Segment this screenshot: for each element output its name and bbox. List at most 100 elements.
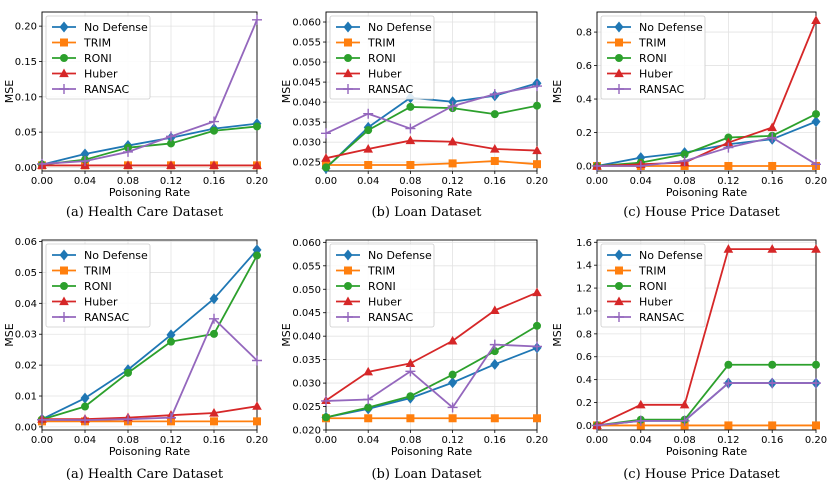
- y-tick-label: 0.2: [576, 398, 592, 409]
- x-tick-label: 0.16: [761, 176, 783, 187]
- x-tick-label: 0.12: [441, 176, 463, 187]
- series-trim: [322, 414, 541, 423]
- legend-label: RONI: [84, 280, 112, 293]
- panel-caption: (c) House Price Dataset: [623, 205, 780, 220]
- legend-label: No Defense: [368, 249, 432, 262]
- legend-marker: [343, 84, 353, 94]
- series-line-huber: [596, 20, 817, 167]
- data-point-ransac: [405, 123, 416, 134]
- data-point-no-defense: [80, 392, 90, 404]
- series-line-roni: [596, 363, 816, 427]
- legend-marker: [344, 38, 352, 47]
- legend-label: No Defense: [368, 21, 432, 34]
- legend: No Defense TRIM RONI Huber RANSAC: [45, 243, 151, 328]
- legend-box: [600, 243, 706, 328]
- series-ransac: [37, 313, 262, 426]
- data-point-ransac: [532, 81, 542, 92]
- x-tick-label: 0.04: [74, 176, 96, 187]
- data-point-ransac: [811, 378, 821, 389]
- y-tick-label: 1.6: [576, 238, 592, 249]
- legend-marker: [343, 68, 353, 78]
- legend-box: [329, 15, 435, 100]
- data-point-roni: [812, 110, 820, 119]
- series-roni: [593, 360, 820, 430]
- y-tick-label: 0.02: [15, 361, 37, 372]
- y-tick-label: 0.4: [576, 95, 592, 106]
- y-tick-label: 0.030: [292, 138, 321, 149]
- data-point-no-defense: [166, 329, 176, 341]
- x-tick-label: 0.16: [761, 435, 783, 446]
- legend-marker: [59, 249, 69, 261]
- x-tick-label: 0.12: [160, 176, 182, 187]
- y-tick-label: 0.040: [292, 332, 321, 343]
- y-tick-label: 0.00: [15, 163, 37, 174]
- x-tick-label: 0.00: [31, 435, 53, 446]
- plot-frame: [596, 239, 817, 431]
- legend: No Defense TRIM RONI Huber RANSAC: [329, 15, 435, 100]
- data-point-no-defense: [209, 293, 219, 305]
- legend-marker: [615, 282, 623, 290]
- plot-frame: [325, 239, 538, 431]
- data-point-huber: [767, 122, 777, 132]
- data-point-huber: [490, 143, 500, 153]
- data-point-huber: [767, 244, 777, 253]
- x-axis-label: Poisoning Rate: [109, 186, 190, 199]
- y-axis-label: MSE: [3, 323, 16, 346]
- data-point-roni: [364, 403, 373, 412]
- legend-label: Huber: [639, 296, 673, 309]
- x-tick-label: 0.04: [74, 435, 96, 446]
- data-point-ransac: [592, 160, 602, 171]
- data-point-ransac: [679, 155, 690, 166]
- data-point-roni: [406, 392, 415, 401]
- legend-label: No Defense: [639, 21, 703, 34]
- legend-marker: [343, 296, 353, 306]
- data-point-no-defense: [448, 377, 458, 389]
- data-point-roni: [724, 360, 733, 369]
- series-ransac: [37, 14, 262, 169]
- data-point-trim: [406, 414, 415, 423]
- x-tick-label: 0.04: [357, 435, 379, 446]
- series-ransac: [321, 81, 542, 139]
- legend-marker: [59, 84, 69, 94]
- data-point-huber: [447, 335, 458, 345]
- series-line-ransac: [596, 382, 816, 427]
- x-tick-label: 0.00: [31, 176, 53, 187]
- panel-caption: (b) Loan Dataset: [371, 467, 482, 482]
- x-tick-label: 0.08: [117, 176, 139, 187]
- legend-marker: [60, 38, 68, 47]
- data-point-trim: [364, 160, 373, 169]
- plot-frame: [41, 239, 258, 431]
- legend-marker: [343, 249, 353, 261]
- legend-marker: [614, 249, 624, 261]
- y-tick-label: 0.060: [292, 238, 321, 249]
- data-point-ransac: [447, 402, 458, 413]
- legend: No Defense TRIM RONI Huber RANSAC: [600, 243, 706, 328]
- legend-box: [600, 15, 706, 100]
- data-point-roni: [253, 251, 261, 260]
- x-tick-label: 0.08: [117, 435, 139, 446]
- data-point-roni: [724, 133, 733, 142]
- y-tick-label: 0.0: [576, 161, 592, 172]
- data-point-huber: [252, 160, 262, 169]
- legend-label: TRIM: [83, 37, 111, 50]
- panel-4: 0.00 0.01 0.02 0.03 0.04 0.05 0.06 0.00 0.04 0.08…: [3, 237, 268, 482]
- data-point-huber: [723, 137, 734, 147]
- legend-marker: [614, 21, 624, 33]
- data-point-trim: [490, 156, 499, 165]
- legend-label: RANSAC: [84, 311, 129, 324]
- data-point-roni: [81, 402, 89, 411]
- series-ransac: [592, 378, 821, 431]
- y-tick-label: 0.15: [15, 57, 37, 68]
- legend-marker: [59, 296, 69, 306]
- data-point-huber: [723, 244, 734, 253]
- data-point-ransac: [767, 132, 778, 143]
- legend: No Defense TRIM RONI Huber RANSAC: [329, 243, 435, 328]
- series-huber: [321, 135, 542, 162]
- data-point-ransac: [405, 366, 416, 377]
- data-point-huber: [490, 305, 500, 314]
- series-line-no-defense: [596, 120, 817, 167]
- data-point-trim: [533, 160, 541, 169]
- series-huber: [321, 287, 542, 405]
- data-point-roni: [167, 337, 175, 346]
- data-point-trim: [490, 414, 499, 423]
